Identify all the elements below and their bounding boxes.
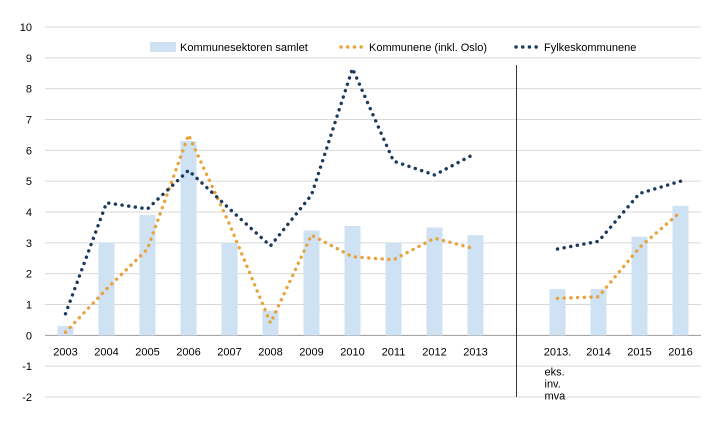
- y-tick-label: 6: [26, 145, 32, 157]
- bar-2010: [344, 225, 361, 336]
- bar-2006: [180, 141, 197, 336]
- bar-2016: [672, 205, 689, 336]
- bar-2005: [139, 215, 156, 336]
- y-axis-ticks: -2 -1 0 1 2 3 4 5 6 7 8 9 10: [20, 22, 32, 404]
- bar-2014: [590, 289, 607, 336]
- bar-2015: [631, 236, 648, 336]
- legend-swatch-bar: [150, 42, 176, 52]
- legend-label: Fylkeskommunene: [544, 42, 636, 54]
- y-tick-label: 0: [26, 330, 32, 342]
- x-tick-label: 2011: [382, 346, 406, 358]
- x-tick-label: 2007: [217, 346, 241, 358]
- category-note-line: eks.: [545, 366, 565, 378]
- x-tick-label: 2012: [422, 346, 446, 358]
- y-tick-label: 9: [26, 53, 32, 65]
- y-tick-label: -2: [22, 392, 32, 404]
- x-tick-label: 2014: [586, 346, 610, 358]
- x-tick-label: 2003: [53, 346, 77, 358]
- series-line-0-1: [555, 210, 683, 300]
- y-tick-label: 4: [26, 207, 32, 219]
- category-note-line: inv.: [545, 378, 561, 390]
- legend: Kommunesektoren samlet Kommunene (inkl. O…: [150, 42, 636, 54]
- chart-lines: [63, 66, 683, 334]
- y-tick-label: -1: [22, 361, 32, 373]
- x-tick-label: 2009: [299, 346, 323, 358]
- legend-label: Kommunesektoren samlet: [180, 42, 308, 54]
- x-tick-label: 2006: [176, 346, 200, 358]
- category-note-line: mva: [545, 390, 567, 402]
- bar-2009: [303, 230, 320, 336]
- y-tick-label: 10: [20, 22, 32, 34]
- x-tick-label: 2013.: [544, 346, 572, 358]
- x-axis-ticks: 2003 2004 2005 2006 2007 2008 2009 2010 2011 2012…: [53, 346, 692, 402]
- series-line-1-1: [555, 179, 683, 251]
- x-tick-label: 2005: [135, 346, 159, 358]
- bar-2012: [426, 227, 443, 336]
- bar-2007: [221, 242, 238, 336]
- y-tick-label: 1: [26, 300, 32, 312]
- y-tick-label: 8: [26, 84, 32, 96]
- bar-2013.: [549, 289, 566, 336]
- y-tick-label: 5: [26, 176, 32, 188]
- series-line-0-0: [63, 133, 478, 334]
- bar-2011: [385, 242, 402, 336]
- legend-label: Kommunene (inkl. Oslo): [369, 42, 487, 54]
- chart-gridlines: [45, 26, 701, 398]
- y-tick-label: 7: [26, 115, 32, 127]
- x-tick-label: 2015: [627, 346, 651, 358]
- series-line-1-0: [63, 66, 478, 316]
- bar-2013: [467, 235, 484, 336]
- x-tick-label: 2016: [668, 346, 692, 358]
- x-tick-label: 2010: [340, 346, 364, 358]
- x-tick-label: 2013: [463, 346, 487, 358]
- x-tick-label: 2008: [258, 346, 282, 358]
- y-tick-label: 2: [26, 269, 32, 281]
- x-tick-label: 2004: [94, 346, 118, 358]
- y-tick-label: 3: [26, 238, 32, 250]
